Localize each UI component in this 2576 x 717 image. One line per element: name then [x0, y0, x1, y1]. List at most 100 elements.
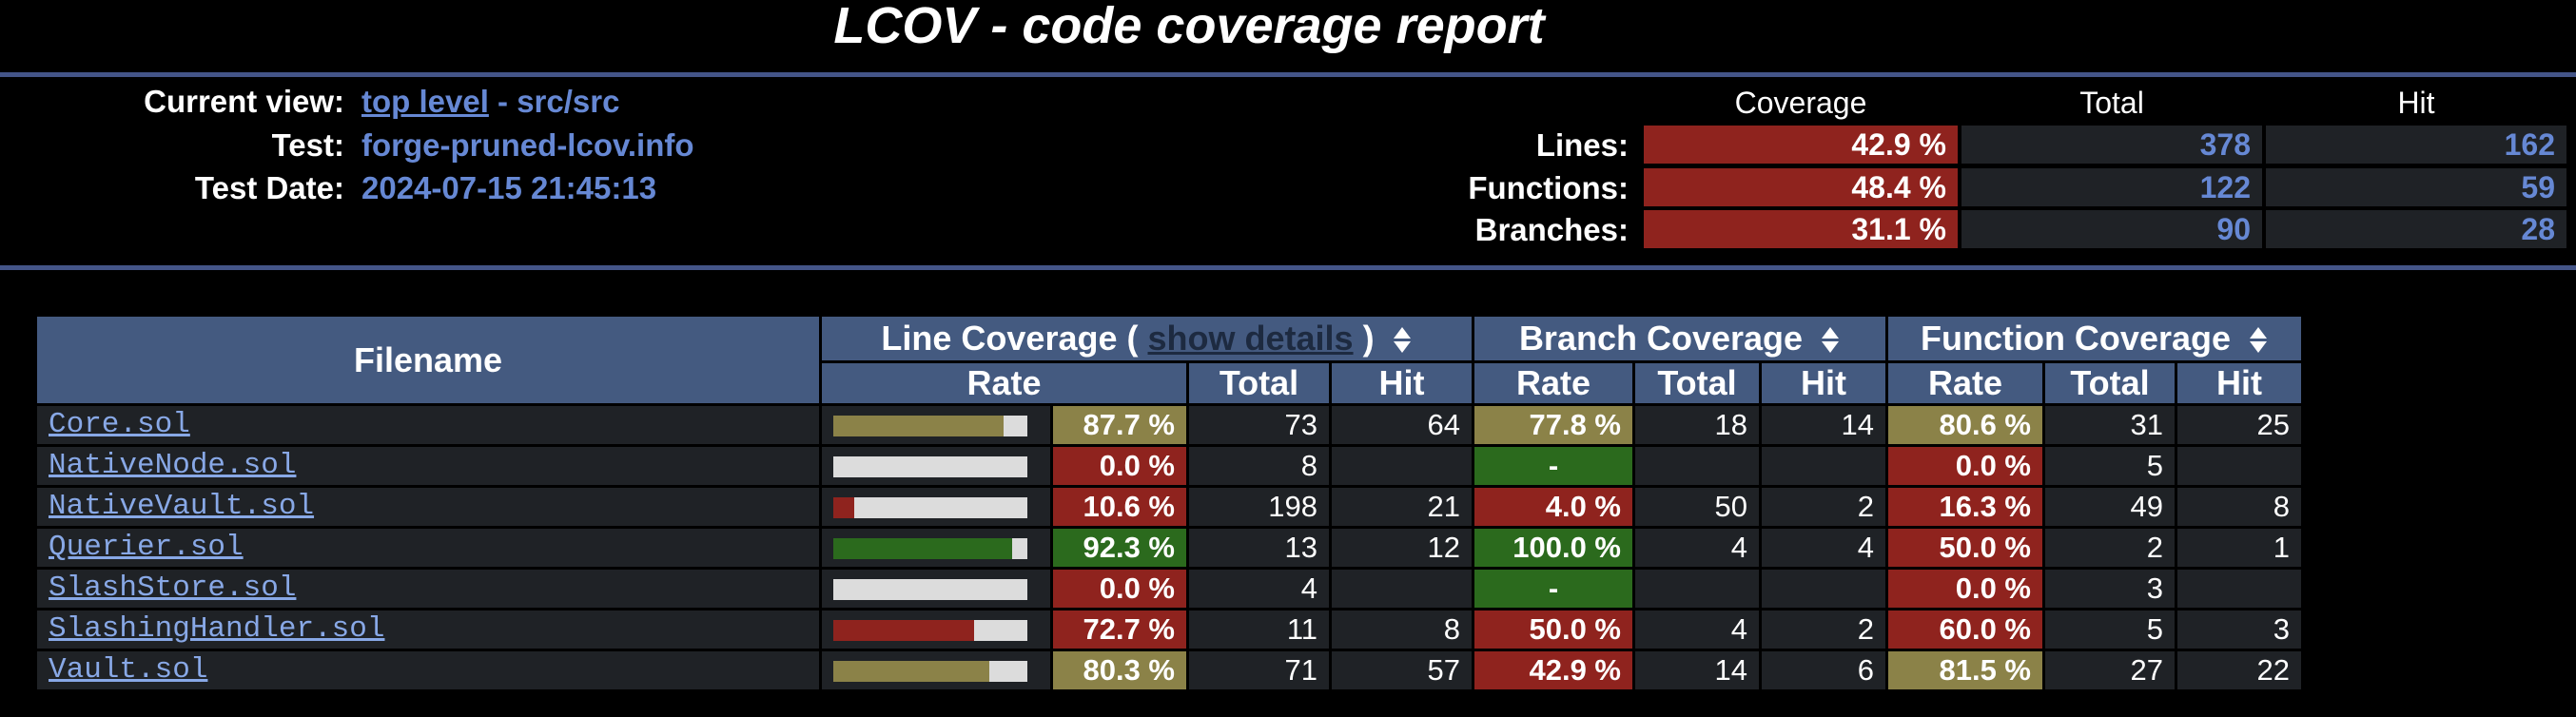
line-hit [1332, 570, 1472, 608]
line-total: 11 [1189, 610, 1329, 649]
summary-total-header: Total [2079, 86, 2144, 120]
sort-icon[interactable] [2248, 325, 2269, 356]
branch-coverage-header: Branch Coverage [1474, 317, 1885, 360]
function-total-header: Total [2045, 363, 2175, 403]
line-hit: 21 [1332, 488, 1472, 526]
lines-hit: 162 [2266, 126, 2566, 164]
function-total: 2 [2045, 529, 2175, 567]
line-coverage-bar [822, 447, 1050, 485]
current-view-label: Current view: [144, 84, 344, 119]
branch-hit: 2 [1762, 488, 1885, 526]
summary-coverage-header: Coverage [1734, 86, 1867, 120]
branch-coverage-label: Branch Coverage [1518, 319, 1804, 358]
branch-total [1635, 570, 1759, 608]
line-rate: 72.7 % [1053, 610, 1186, 649]
line-total: 71 [1189, 651, 1329, 689]
function-hit [2177, 570, 2301, 608]
file-link[interactable]: NativeVault.sol [49, 490, 315, 523]
branch-rate: 77.8 % [1474, 406, 1632, 444]
line-hit: 8 [1332, 610, 1472, 649]
sort-icon[interactable] [1820, 325, 1841, 356]
line-rate: 92.3 % [1053, 529, 1186, 567]
line-hit-header: Hit [1332, 363, 1472, 403]
functions-hit: 59 [2266, 168, 2566, 206]
filename-cell: SlashStore.sol [37, 570, 819, 608]
test-label: Test: [271, 127, 344, 163]
function-rate: 16.3 % [1888, 488, 2042, 526]
file-link[interactable]: Vault.sol [49, 653, 208, 687]
bar-track [833, 579, 1027, 600]
line-rate: 0.0 % [1053, 447, 1186, 485]
function-hit: 25 [2177, 406, 2301, 444]
line-coverage-label-close: ) [1362, 319, 1375, 358]
file-link[interactable]: Querier.sol [49, 531, 244, 564]
branch-total: 4 [1635, 610, 1759, 649]
current-view-path: - src/src [498, 84, 620, 119]
bar-track [833, 456, 1027, 477]
file-link[interactable]: Core.sol [49, 408, 190, 441]
filename-cell: SlashingHandler.sol [37, 610, 819, 649]
function-hit: 8 [2177, 488, 2301, 526]
bar-fill [833, 497, 854, 518]
line-coverage-bar [822, 529, 1050, 567]
function-total: 31 [2045, 406, 2175, 444]
branch-hit: 4 [1762, 529, 1885, 567]
function-rate: 50.0 % [1888, 529, 2042, 567]
line-total-header: Total [1189, 363, 1329, 403]
summary-hit-header: Hit [2397, 86, 2435, 120]
sort-icon[interactable] [1392, 325, 1413, 356]
bar-track [833, 416, 1027, 436]
top-level-link[interactable]: top level [361, 84, 489, 119]
line-hit: 57 [1332, 651, 1472, 689]
function-total: 27 [2045, 651, 2175, 689]
bar-fill [833, 620, 975, 641]
line-rate: 87.7 % [1053, 406, 1186, 444]
branches-coverage: 31.1 % [1644, 210, 1958, 248]
file-link[interactable]: NativeNode.sol [49, 449, 297, 482]
line-total: 198 [1189, 488, 1329, 526]
show-details-link[interactable]: show details [1147, 319, 1354, 358]
line-rate: 80.3 % [1053, 651, 1186, 689]
line-total: 8 [1189, 447, 1329, 485]
branch-total: 50 [1635, 488, 1759, 526]
file-link[interactable]: SlashingHandler.sol [49, 612, 385, 646]
branch-total: 14 [1635, 651, 1759, 689]
current-view-value: top level - src/src [361, 84, 619, 120]
table-row: Querier.sol 92.3 % 13 12 100.0 % 4 4 50.0 % 2 1 [37, 529, 2301, 567]
header-divider-bottom [0, 265, 2576, 270]
lines-coverage: 42.9 % [1644, 126, 1958, 164]
line-hit [1332, 447, 1472, 485]
branch-rate: 42.9 % [1474, 651, 1632, 689]
branches-total: 90 [1961, 210, 2262, 248]
table-row: NativeVault.sol 10.6 % 198 21 4.0 % 50 2 16.3 %… [37, 488, 2301, 526]
line-total: 73 [1189, 406, 1329, 444]
file-link[interactable]: SlashStore.sol [49, 572, 297, 605]
function-total: 5 [2045, 447, 2175, 485]
branch-total [1635, 447, 1759, 485]
line-total: 4 [1189, 570, 1329, 608]
page-title: LCOV - code coverage report [833, 0, 1545, 54]
branch-rate: 100.0 % [1474, 529, 1632, 567]
lines-label: Lines: [1535, 127, 1629, 163]
branch-rate: - [1474, 570, 1632, 608]
line-coverage-bar [822, 488, 1050, 526]
filename-header[interactable]: Filename [37, 317, 819, 403]
bar-fill [833, 538, 1013, 559]
function-total: 3 [2045, 570, 2175, 608]
bar-track [833, 620, 1027, 641]
functions-coverage: 48.4 % [1644, 168, 1958, 206]
function-rate: 0.0 % [1888, 447, 2042, 485]
branch-hit: 6 [1762, 651, 1885, 689]
test-date-value: 2024-07-15 21:45:13 [361, 170, 657, 205]
function-hit: 1 [2177, 529, 2301, 567]
line-coverage-bar [822, 651, 1050, 689]
line-hit: 64 [1332, 406, 1472, 444]
function-hit-header: Hit [2177, 363, 2301, 403]
line-coverage-label: Line Coverage ( [881, 319, 1139, 358]
bar-track [833, 497, 1027, 518]
lines-total: 378 [1961, 126, 2262, 164]
filename-cell: NativeNode.sol [37, 447, 819, 485]
function-rate: 60.0 % [1888, 610, 2042, 649]
table-row: NativeNode.sol 0.0 % 8-0.0 % 5 [37, 447, 2301, 485]
function-coverage-label: Function Coverage [1920, 319, 2232, 358]
